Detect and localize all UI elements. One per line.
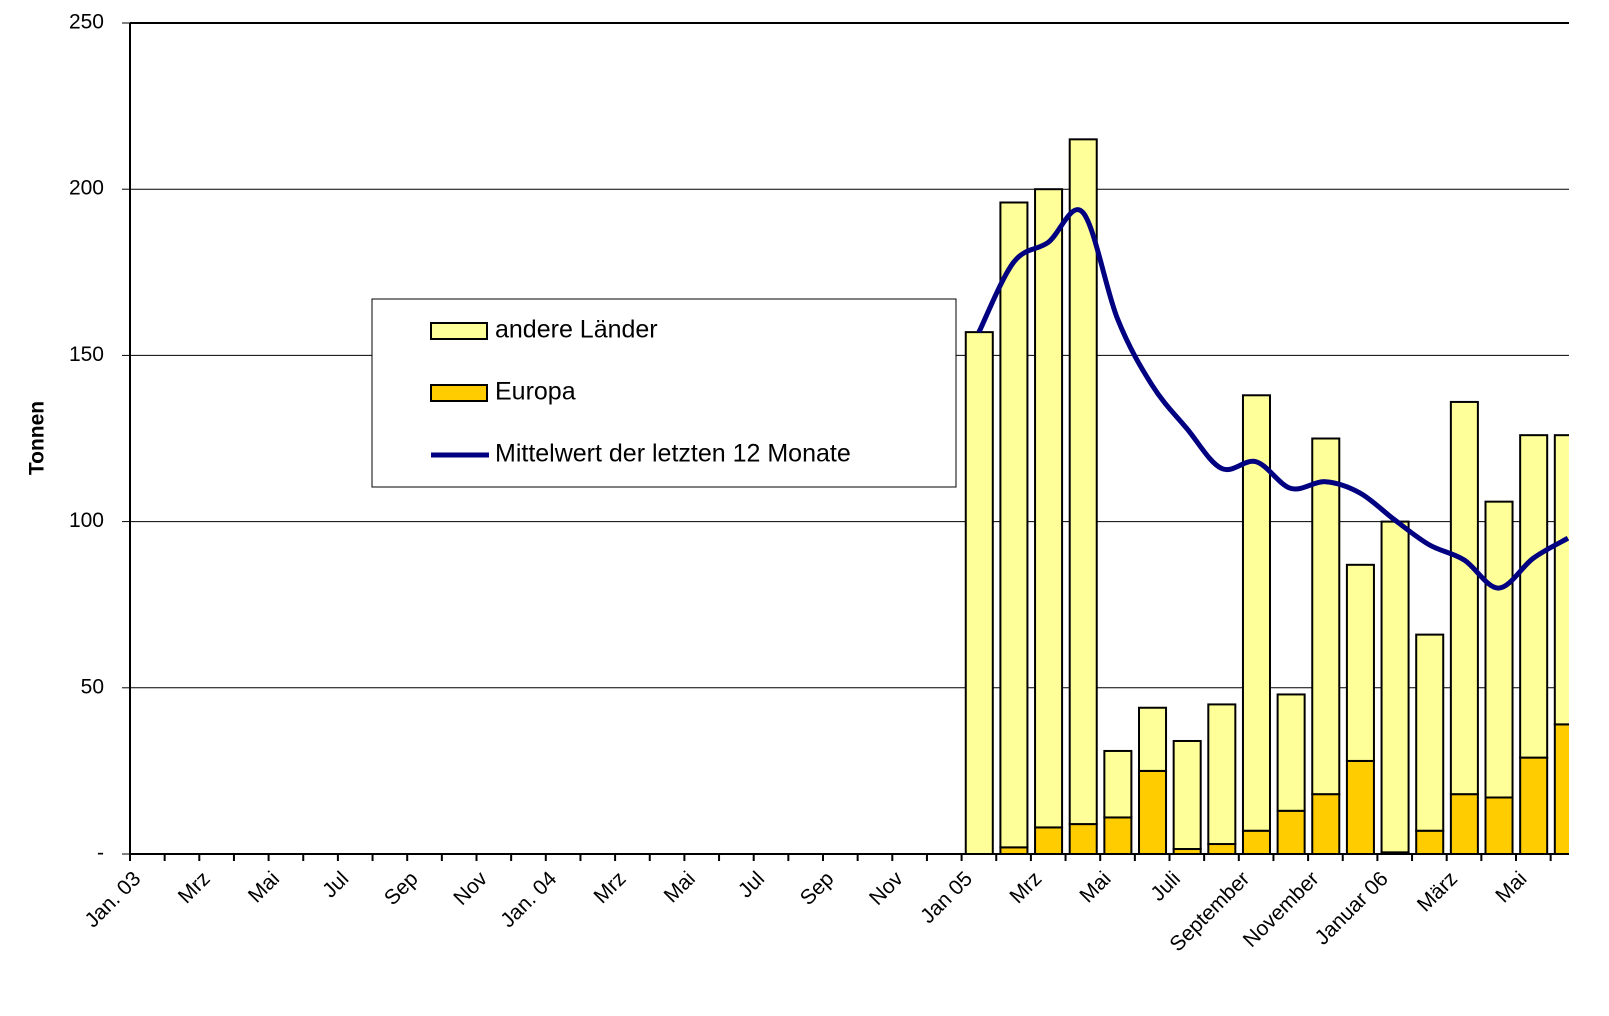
- bar: [1034, 188, 1064, 829]
- bar: [1345, 759, 1375, 855]
- x-tick-label: Mrz: [1005, 867, 1046, 908]
- bar: [964, 331, 994, 855]
- bar: [1311, 793, 1341, 856]
- x-tick-label: Mai: [1075, 867, 1115, 907]
- bar: [1207, 843, 1237, 856]
- x-tick-label: Mai: [660, 867, 700, 907]
- legend-swatch: [430, 322, 488, 340]
- plot-area: [130, 22, 1569, 856]
- bar: [1276, 693, 1306, 812]
- legend: andere Länder Europa Mittelwert der letzte…: [371, 298, 957, 488]
- bar: [1484, 796, 1514, 856]
- y-tick-label: 50: [81, 675, 104, 698]
- bar: [1415, 633, 1445, 832]
- y-tick-label: 150: [69, 343, 104, 366]
- y-tick-label: 250: [69, 11, 104, 34]
- bar: [1311, 437, 1341, 796]
- y-tick-label: 200: [69, 177, 104, 200]
- x-tick-label: Nov: [449, 867, 492, 910]
- bar: [1415, 829, 1445, 855]
- bar: [1068, 138, 1098, 826]
- x-tick-label: März: [1413, 867, 1462, 916]
- bar: [1103, 816, 1133, 855]
- bar: [1553, 434, 1569, 726]
- x-tick-label: Jan. 04: [496, 867, 561, 932]
- bar: [1449, 793, 1479, 856]
- bar: [1519, 434, 1549, 759]
- bar: [1034, 826, 1064, 856]
- bar: [1449, 400, 1479, 796]
- bar: [1138, 706, 1168, 772]
- bar: [999, 201, 1029, 849]
- y-axis-label: Tonnen: [26, 401, 49, 475]
- x-tick-label: Nov: [865, 867, 908, 910]
- bar: [1172, 739, 1202, 851]
- legend-label: Mittelwert der letzten 12 Monate: [495, 440, 851, 468]
- x-tick-label: Juli: [1146, 867, 1185, 906]
- bar: [1380, 520, 1410, 854]
- bar: [1484, 500, 1514, 799]
- legend-label: Europa: [495, 378, 576, 406]
- bar: [1241, 829, 1271, 855]
- x-tick-label: Mai: [244, 867, 284, 907]
- legend-swatch: [430, 384, 488, 402]
- x-tick-label: Jul: [318, 867, 353, 902]
- x-tick-label: Mrz: [174, 867, 215, 908]
- legend-label: andere Länder: [495, 316, 658, 344]
- x-tick-label: Mrz: [590, 867, 631, 908]
- bar: [1138, 769, 1168, 856]
- y-tick-label: -: [97, 842, 104, 865]
- bar: [1276, 809, 1306, 856]
- bar: [1519, 756, 1549, 855]
- x-tick-label: Januar 06: [1311, 867, 1393, 949]
- bar: [1207, 703, 1237, 846]
- bar: [1553, 723, 1569, 856]
- x-tick-label: November: [1239, 867, 1324, 952]
- bar: [1068, 823, 1098, 855]
- x-tick-label: Jan. 03: [80, 867, 145, 932]
- y-tick-label: 100: [69, 509, 104, 532]
- line: [976, 207, 1569, 591]
- x-tick-label: Jan 05: [916, 867, 977, 928]
- bar: [1103, 749, 1133, 819]
- x-tick-label: Jul: [734, 867, 769, 902]
- x-tick-label: Sep: [796, 867, 839, 910]
- x-tick-label: Sep: [380, 867, 423, 910]
- x-tick-label: Mai: [1491, 867, 1531, 907]
- bar: [1345, 563, 1375, 762]
